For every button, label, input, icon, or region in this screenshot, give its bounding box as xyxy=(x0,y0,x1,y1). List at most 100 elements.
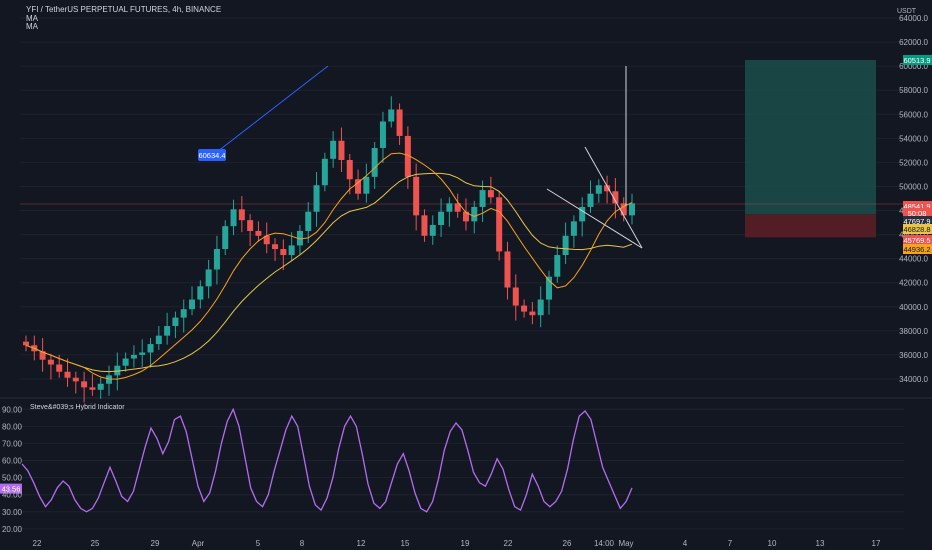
candle-body xyxy=(454,203,461,212)
candle-body xyxy=(537,299,544,316)
candle-body xyxy=(238,209,245,221)
candle-body xyxy=(222,226,229,250)
time-tick: 12 xyxy=(357,539,366,548)
candle-body xyxy=(23,341,29,346)
time-tick: 10 xyxy=(768,539,777,548)
candle-body xyxy=(404,135,411,177)
time-tick: 8 xyxy=(300,539,305,548)
candle-body xyxy=(47,359,54,365)
price-label: 45769.5 xyxy=(903,236,930,245)
price-tick: 64000.0 xyxy=(899,14,928,23)
candle-body xyxy=(89,387,96,390)
wedge-line-upper xyxy=(584,146,643,249)
osc-tick: 60.00 xyxy=(2,457,23,466)
candle-body xyxy=(462,211,469,222)
candle-body xyxy=(379,121,386,148)
candle-body xyxy=(147,344,154,353)
time-tick: 7 xyxy=(728,539,733,548)
indicator-title[interactable]: Steve&#039;s Hybrid Indicator xyxy=(30,404,125,411)
time-tick: Apr xyxy=(192,539,205,548)
candle-body xyxy=(272,244,279,250)
time-tick: 19 xyxy=(461,539,470,548)
time-tick: 5 xyxy=(256,539,261,548)
price-label-bg xyxy=(903,235,932,245)
candle-body xyxy=(247,220,254,231)
candle-body xyxy=(139,352,146,355)
ma-legend-1[interactable]: MA xyxy=(26,14,38,23)
time-tick: May xyxy=(618,539,633,548)
ma-legend-2[interactable]: MA xyxy=(26,22,38,31)
candle-body xyxy=(330,140,337,159)
annotation-label: 60634.4 xyxy=(198,151,225,160)
ma-slow-line xyxy=(25,172,633,373)
price-label-bg xyxy=(903,224,932,234)
candle-body xyxy=(296,230,303,246)
price-label: 47697.9 xyxy=(903,217,930,226)
osc-tick: 30.00 xyxy=(2,508,23,517)
candle-body xyxy=(620,203,627,216)
candle-body xyxy=(496,197,503,252)
candle-body xyxy=(180,309,187,318)
price-label: 50:08 xyxy=(908,209,927,218)
candle-body xyxy=(363,176,370,194)
trend-arrow xyxy=(212,65,329,156)
price-label-bg xyxy=(903,208,932,218)
grid xyxy=(0,17,932,530)
chart-title: YFI / TetherUS PERPETUAL FUTURES, 4h, BI… xyxy=(26,5,222,14)
price-tick: 40000.0 xyxy=(899,303,928,312)
candle-body xyxy=(81,381,88,388)
candle-body xyxy=(164,326,171,336)
price-tick: 62000.0 xyxy=(899,38,928,47)
candle-body xyxy=(629,203,635,216)
candle-body xyxy=(255,230,262,236)
candle-body xyxy=(305,211,312,231)
price-label-bg xyxy=(903,244,932,254)
position-zones xyxy=(20,59,904,238)
time-tick: 26 xyxy=(563,539,572,548)
price-label-bg xyxy=(903,201,932,211)
time-tick: 29 xyxy=(151,539,160,548)
candle-body xyxy=(587,193,594,207)
candle-body xyxy=(114,365,121,376)
wedge-line-lower xyxy=(546,188,643,249)
osc-tick: 50.00 xyxy=(2,474,23,483)
time-tick: 22 xyxy=(504,539,513,548)
price-tick: 58000.0 xyxy=(899,86,928,95)
price-label-bg xyxy=(903,54,932,65)
candle-body xyxy=(579,206,586,222)
ma-fast-line xyxy=(25,152,633,380)
candle-body xyxy=(130,354,137,359)
price-tick: 60000.0 xyxy=(899,62,928,71)
candle-body xyxy=(512,287,519,306)
candle-body xyxy=(479,190,486,207)
candle-body xyxy=(545,276,552,300)
price-tick: 34000.0 xyxy=(899,375,928,384)
time-tick: 22 xyxy=(33,539,42,548)
candle-body xyxy=(529,311,536,316)
candle-body xyxy=(321,158,328,186)
candle-body xyxy=(554,255,561,277)
price-tick: 36000.0 xyxy=(899,351,928,360)
osc-tick: 20.00 xyxy=(2,525,23,534)
moving-averages xyxy=(25,152,633,380)
price-tick: 44000.0 xyxy=(899,255,928,264)
candle-body xyxy=(172,317,179,327)
candle-body xyxy=(39,351,46,360)
candle-body xyxy=(504,251,511,288)
candle-body xyxy=(288,245,295,256)
candle-body xyxy=(612,191,619,204)
price-axis[interactable]: 64000.0 62000.0 60000.0 58000.0 56000.0 54000… xyxy=(2,14,932,534)
time-axis[interactable]: 22 25 29 Apr 5 8 12 15 19 22 26 14:00 May 4 7 10 13 17 xyxy=(33,539,881,548)
time-tick: 4 xyxy=(683,539,688,548)
price-label: 46828.8 xyxy=(903,225,930,234)
candle-body xyxy=(413,176,420,216)
candle-body xyxy=(396,109,403,136)
candle-body xyxy=(487,190,494,198)
osc-tick: 80.00 xyxy=(2,422,23,431)
price-tick: 50000.0 xyxy=(899,182,928,191)
price-tick: 56000.0 xyxy=(899,110,928,119)
candle-body xyxy=(570,221,577,236)
candle-body xyxy=(438,211,445,225)
candle-body xyxy=(64,371,71,378)
